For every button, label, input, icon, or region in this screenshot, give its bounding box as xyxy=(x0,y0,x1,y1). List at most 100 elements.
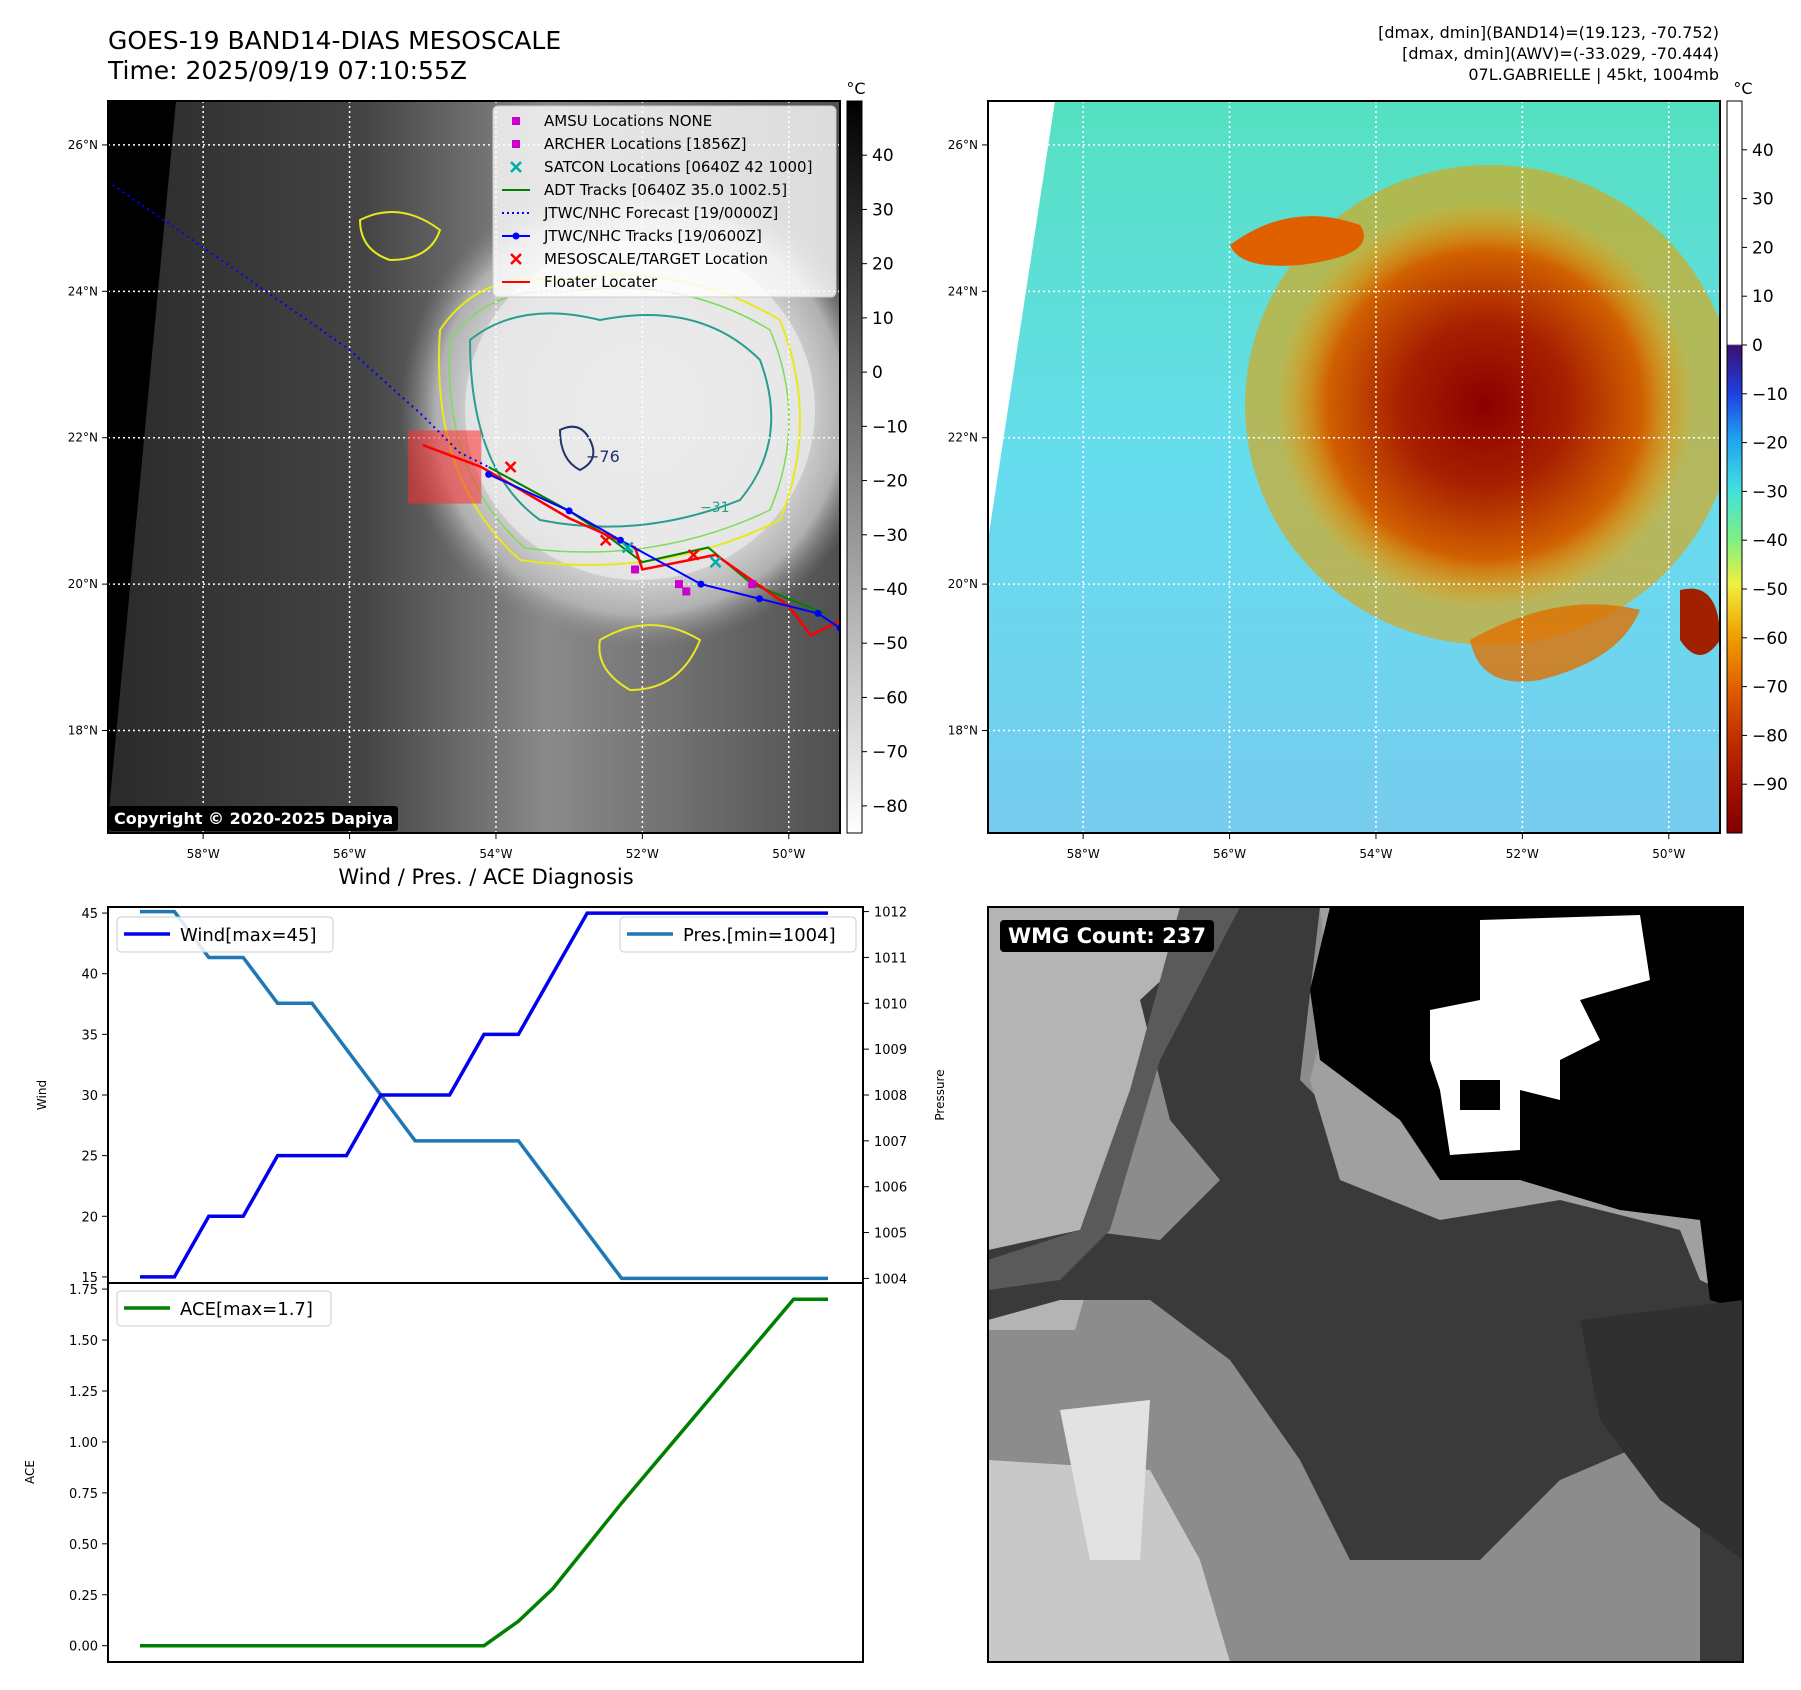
colorbar-tick-label: 0 xyxy=(872,363,883,383)
legend-marker-x xyxy=(510,161,522,173)
legend-label: ARCHER Locations [1856Z] xyxy=(544,135,747,153)
colorbar-tick-label: −80 xyxy=(872,797,908,817)
colorbar-tick-label: −70 xyxy=(1752,678,1788,698)
ace-legend: ACE[max=1.7] xyxy=(116,1290,332,1327)
diagnosis-title: Wind / Pres. / ACE Diagnosis xyxy=(338,865,633,889)
wmg-panel xyxy=(988,907,1743,1662)
right-map-lat-label: 20°N xyxy=(948,577,978,591)
colorbar-tick-label: −50 xyxy=(1752,580,1788,600)
left-map-lat-label: 26°N xyxy=(68,138,98,152)
wmg-frame xyxy=(987,906,1744,1663)
colorbar-tick-label: −10 xyxy=(872,417,908,437)
wind-tick-label: 25 xyxy=(81,1150,98,1165)
colorbar-tick-label: 30 xyxy=(1752,190,1774,210)
colorbar-tick-label: −30 xyxy=(1752,482,1788,502)
jtwc-track-point xyxy=(616,536,624,544)
right-colorbar-unit: °C xyxy=(1733,79,1752,98)
ace-tick-label: 0.50 xyxy=(69,1538,98,1553)
wind-line xyxy=(140,911,828,1279)
colorbar-tick-label: −40 xyxy=(1752,531,1788,551)
right-map-axes: 58°W 56°W 54°W 52°W 50°W 26°N 24°N 22°N 20°N 18°N xyxy=(948,138,1686,861)
colorbar-tick-label: −30 xyxy=(872,526,908,546)
satcon-point xyxy=(709,556,722,569)
wind-tick-label: 35 xyxy=(81,1028,98,1043)
legend-label: SATCON Locations [0640Z 42 1000] xyxy=(544,158,812,176)
right-map-lon-label: 58°W xyxy=(1067,847,1100,861)
wind-axis-label: Wind xyxy=(35,1080,49,1110)
legend-marker-dot xyxy=(512,232,520,240)
pressure-tick-label: 1010 xyxy=(874,997,907,1012)
target-point xyxy=(687,548,700,561)
left-map-lon-label: 52°W xyxy=(626,847,659,861)
contour-label-warm: −31 xyxy=(700,500,730,516)
map-legend: AMSU Locations NONE ARCHER Locations [185… xyxy=(492,105,837,298)
colorbar-tick-label: −20 xyxy=(1752,434,1788,454)
jtwc-forecast-line xyxy=(108,180,490,468)
pressure-tick-label: 1005 xyxy=(874,1227,907,1242)
legend-entry: ADT Tracks [0640Z 35.0 1002.5] xyxy=(502,181,787,199)
ace-axis-label: ACE xyxy=(23,1460,37,1484)
left-map-lon-label: 58°W xyxy=(187,847,220,861)
legend-entry: Floater Locater xyxy=(502,273,658,291)
pressure-legend-box xyxy=(619,916,857,953)
archer-point xyxy=(682,587,691,596)
archer-point xyxy=(674,580,683,589)
wind-pressure-frame xyxy=(107,906,864,1284)
wmg-count-badge: WMG Count: 237 xyxy=(1000,920,1214,952)
contour-label-cold: −76 xyxy=(586,447,620,466)
legend-entry: MESOSCALE/TARGET Location xyxy=(510,250,768,268)
pressure-tick-label: 1012 xyxy=(874,906,907,921)
colorbar-tick-label: −90 xyxy=(1752,775,1788,795)
ace-tick-label: 1.75 xyxy=(69,1283,98,1298)
legend-entry: AMSU Locations NONE xyxy=(512,112,712,130)
pressure-tick-label: 1006 xyxy=(874,1181,907,1196)
left-map-lat-label: 20°N xyxy=(68,577,98,591)
wind-pressure-chart: 15 20 25 30 35 40 45 1004 1005 1006 1007 1008 1009 10… xyxy=(81,906,907,1288)
ace-tick-label: 1.50 xyxy=(69,1334,98,1349)
colorbar-tick-label: −50 xyxy=(872,634,908,654)
awv-no-data-region xyxy=(988,101,1055,540)
pressure-legend-label: Pres.[min=1004] xyxy=(683,925,836,946)
legend-marker-x xyxy=(510,253,522,265)
left-map-lon-label: 50°W xyxy=(772,847,805,861)
right-map-lon-label: 50°W xyxy=(1652,847,1685,861)
pressure-tick-label: 1011 xyxy=(874,951,907,966)
colorbar-tick-label: −60 xyxy=(1752,629,1788,649)
colorbar-tick-label: −60 xyxy=(872,688,908,708)
legend-label: AMSU Locations NONE xyxy=(544,112,712,130)
right-colorbar-ticks: 40 30 20 10 0 −10 −20 −30 −40 −50 −60 −70 −80 −90 xyxy=(1742,141,1788,795)
right-colorbar: °C 40 30 20 10 0 −10 −20 −30 −40 −50 −60 −70 −80 −90 xyxy=(1726,79,1788,834)
legend-label: JTWC/NHC Tracks [19/0600Z] xyxy=(543,227,762,245)
jtwc-track-point xyxy=(814,609,822,617)
ace-legend-box xyxy=(116,1290,332,1327)
colorbar-tick-label: −80 xyxy=(1752,726,1788,746)
jtwc-track-point xyxy=(755,595,763,603)
left-colorbar: °C 40 30 20 10 0 −10 −20 −30 −40 −50 −60 −70 −80 xyxy=(846,79,908,834)
ace-frame xyxy=(107,1282,864,1663)
wmg-black-region xyxy=(1310,907,1743,1310)
legend-entry: ARCHER Locations [1856Z] xyxy=(512,135,747,153)
ace-line xyxy=(140,1297,828,1648)
right-map-lon-label: 52°W xyxy=(1506,847,1539,861)
wind-tick-label: 15 xyxy=(81,1271,98,1286)
map-legend-box xyxy=(492,105,837,298)
colorbar-tick-label: −40 xyxy=(872,580,908,600)
wind-legend: Wind[max=45] xyxy=(116,916,334,953)
left-colorbar-bar xyxy=(846,100,863,834)
wind-legend-label: Wind[max=45] xyxy=(180,925,317,946)
storm-info: [dmax, dmin](BAND14)=(19.123, -70.752) [… xyxy=(1378,22,1719,85)
ir-satellite-map: −76 −31 xyxy=(108,101,840,833)
wind-tick-label: 45 xyxy=(81,907,98,922)
ace-tick-label: 0.25 xyxy=(69,1589,98,1604)
satcon-point xyxy=(621,541,634,554)
ace-tick-label: 1.00 xyxy=(69,1436,98,1451)
awv-range: [dmax, dmin](AWV)=(-33.029, -70.444) xyxy=(1402,44,1719,63)
legend-label: ADT Tracks [0640Z 35.0 1002.5] xyxy=(544,181,787,199)
storm-name: 07L.GABRIELLE | 45kt, 1004mb xyxy=(1468,65,1719,84)
colorbar-tick-label: 0 xyxy=(1752,336,1763,356)
left-map-axes: 58°W 56°W 54°W 52°W 50°W 26°N 24°N 22°N 20°N 18°N xyxy=(68,138,806,861)
figure-title: GOES-19 BAND14-DIAS MESOSCALE Time: 2025… xyxy=(108,26,561,86)
colorbar-tick-label: 10 xyxy=(1752,287,1774,307)
wind-tick-label: 40 xyxy=(81,968,98,983)
left-colorbar-unit: °C xyxy=(846,79,865,98)
